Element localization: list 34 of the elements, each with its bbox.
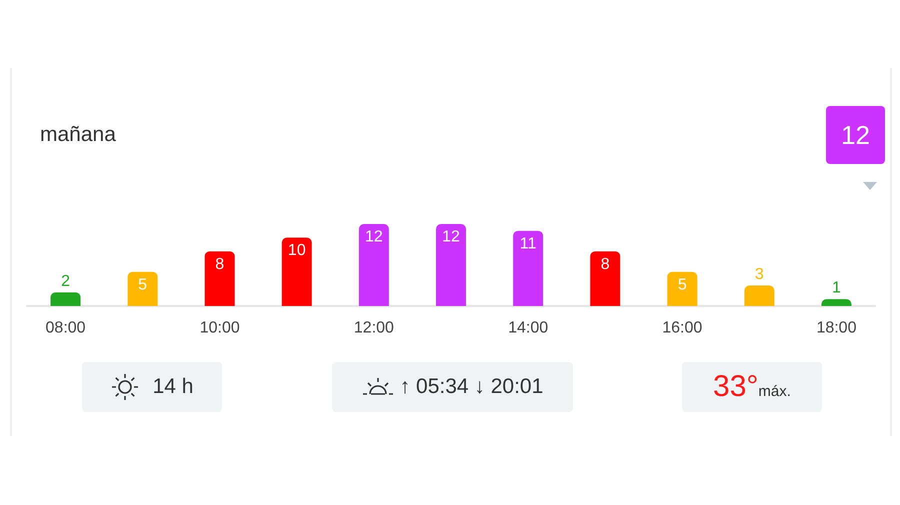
data-label: 12 [442, 228, 460, 246]
text: 33° [713, 370, 758, 404]
bar [744, 286, 774, 306]
data-label: 3 [754, 266, 764, 283]
text: 14 h [152, 375, 194, 399]
x-tick-label: 14:00 [508, 320, 548, 336]
data-label: 5 [138, 276, 148, 294]
bar [204, 251, 235, 306]
bar [590, 251, 620, 306]
bar [282, 238, 312, 306]
x-tick-label: 12:00 [354, 320, 394, 336]
bar [436, 224, 466, 306]
bar [50, 292, 81, 306]
bar [667, 272, 698, 306]
bar [358, 224, 389, 306]
data-label: 1 [832, 280, 841, 297]
text: ↑ 05:34 ↓ 20:01 [400, 375, 544, 399]
x-tick-label: 18:00 [816, 320, 857, 336]
text: máx. [758, 382, 791, 400]
x-tick-label: 16:00 [662, 320, 702, 336]
data-label: 12 [365, 228, 383, 246]
bar [128, 272, 158, 306]
chart-title: mañana [40, 123, 116, 147]
text: 12 [826, 106, 885, 164]
data-label: 10 [288, 242, 306, 260]
data-label: 11 [520, 235, 536, 252]
data-label: 8 [215, 256, 224, 273]
data-label: 8 [600, 256, 610, 273]
data-label: 5 [678, 276, 687, 294]
x-tick-label: 08:00 [46, 320, 86, 336]
x-tick-label: 10:00 [200, 320, 240, 336]
data-label: 2 [61, 272, 70, 290]
bar [821, 299, 852, 306]
bar [513, 230, 544, 306]
